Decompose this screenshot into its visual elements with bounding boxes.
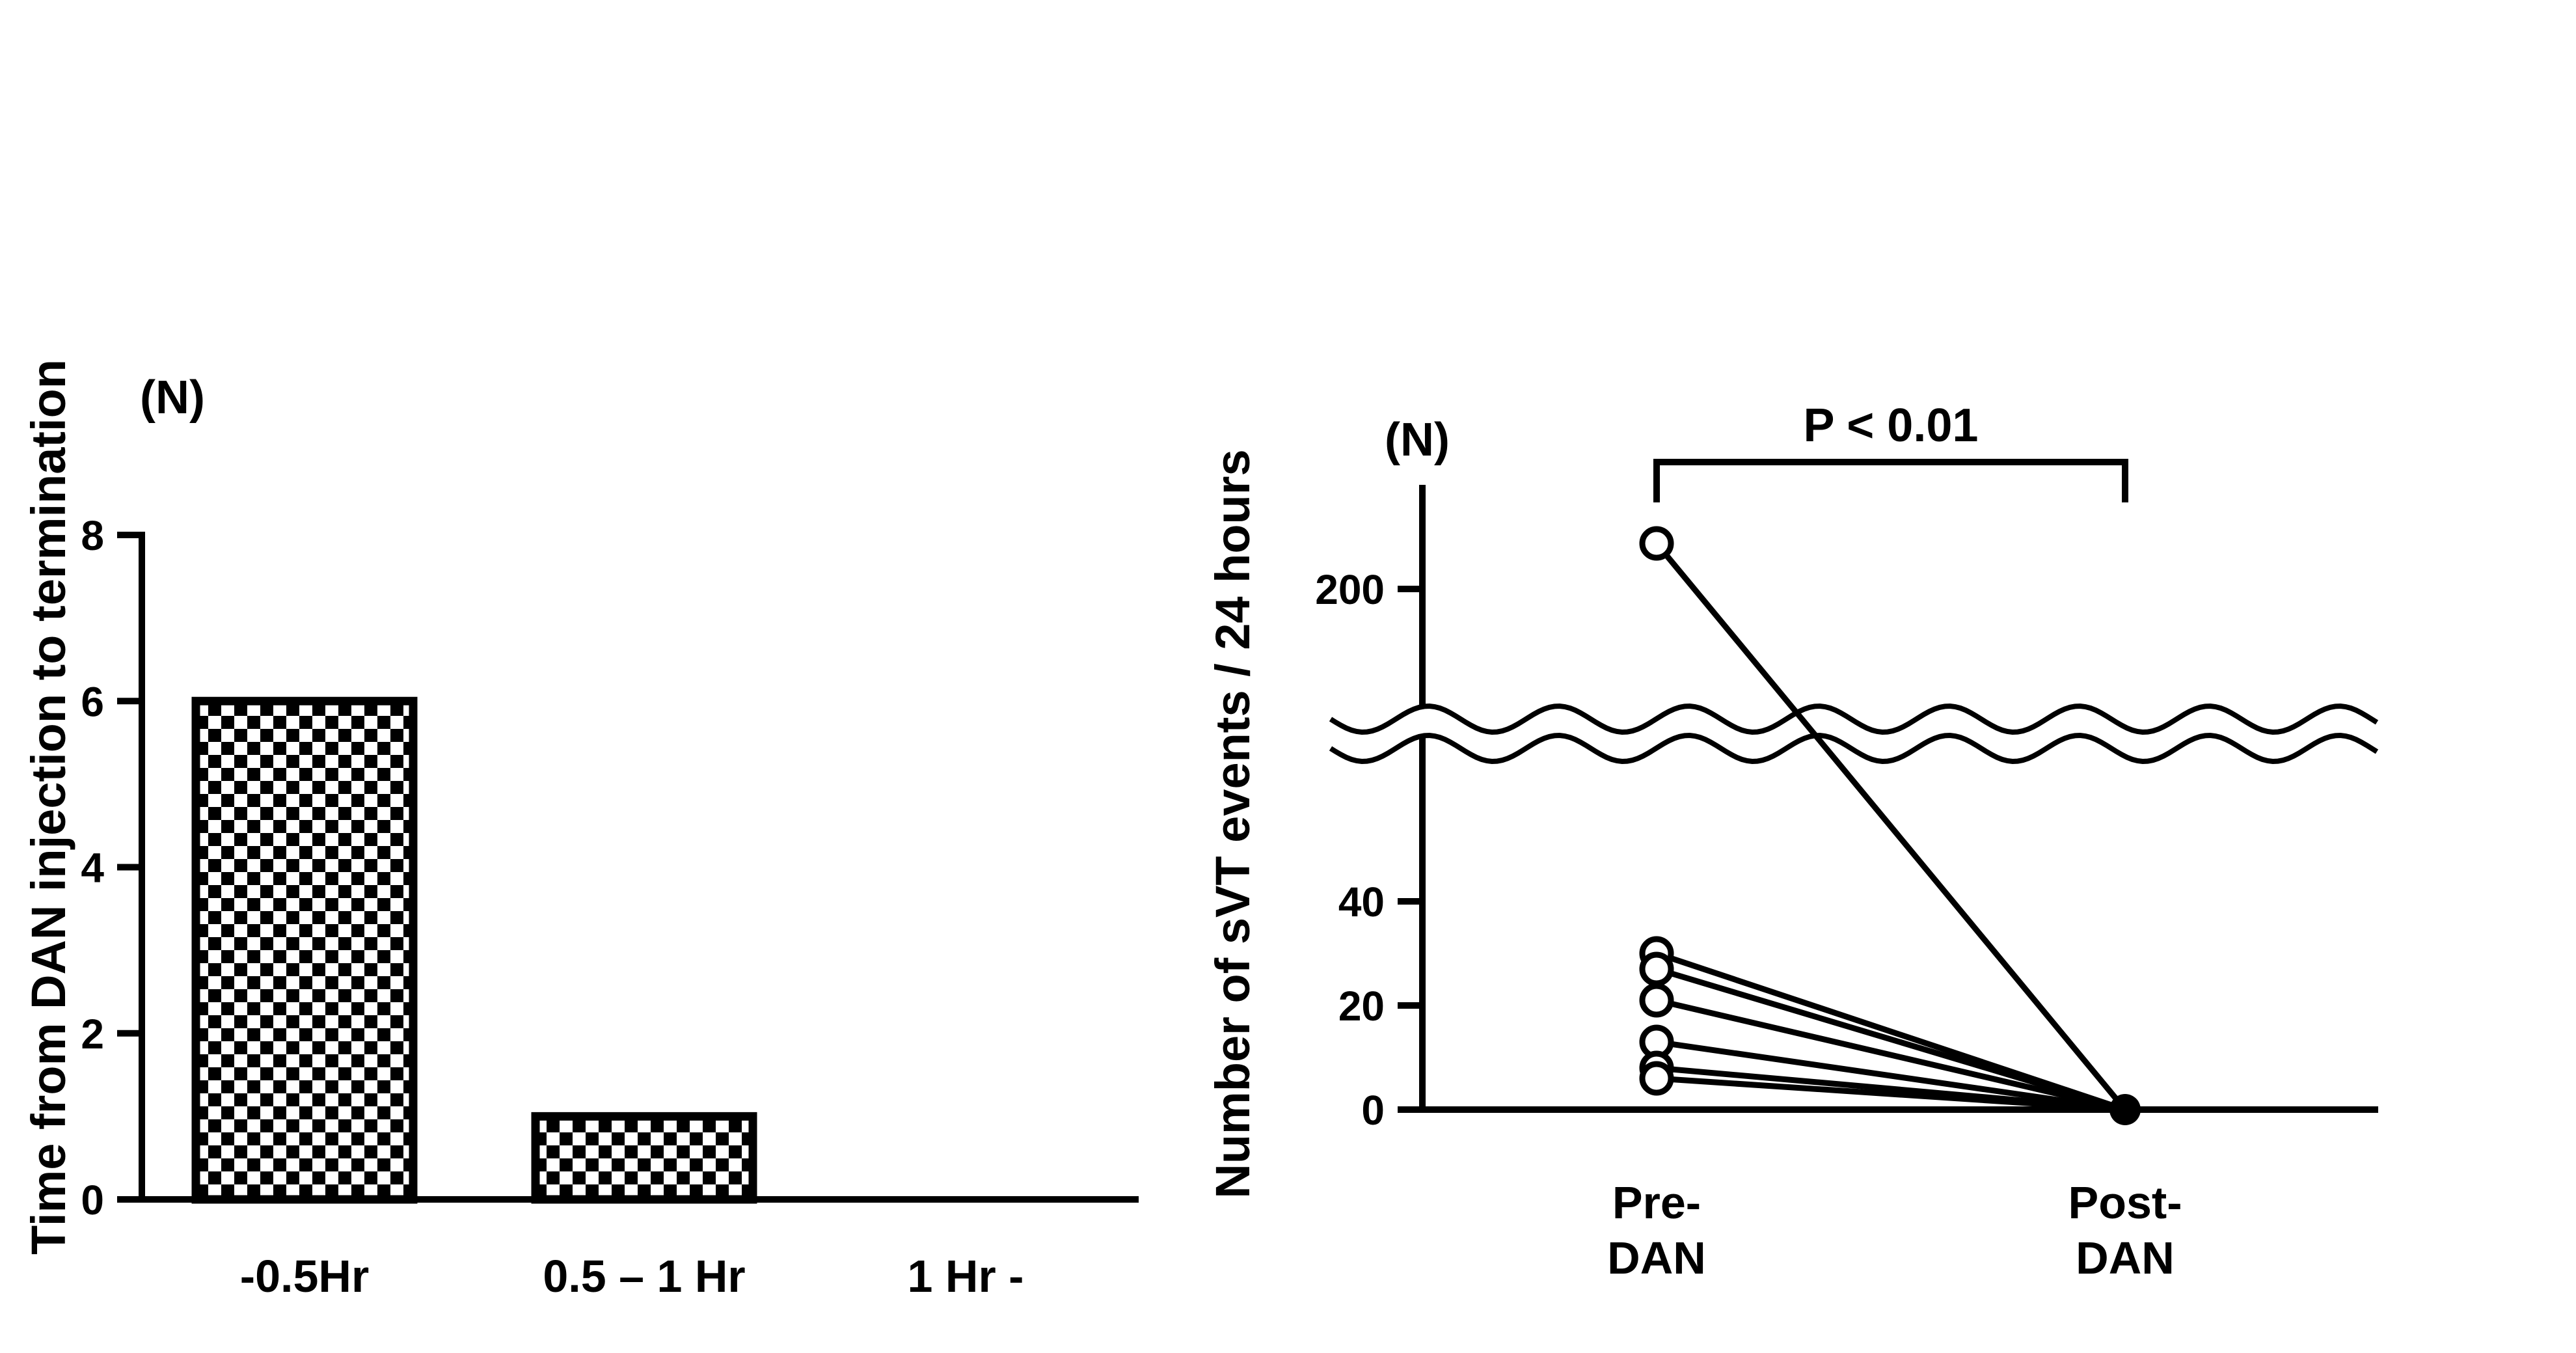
bar-category-label: 0.5 – 1 Hr [543, 1251, 745, 1302]
paired-category-label: Pre- [1612, 1177, 1701, 1228]
bar-chart: Time from DAN injection to termination (… [21, 359, 1139, 1302]
paired-y-tick-label: 20 [1338, 983, 1385, 1030]
paired-y-axis-title: Number of sVT events / 24 hours [1206, 449, 1260, 1198]
axis-break-wave-top [1329, 703, 2379, 735]
bar-y-tick-label: 8 [81, 512, 104, 559]
paired-y-tick-label: 40 [1338, 879, 1385, 925]
paired-y-tick-label: 0 [1361, 1087, 1385, 1134]
pair-line [1655, 997, 2126, 1113]
bar-y-tick-label: 4 [81, 845, 104, 892]
pair-line [1654, 541, 2128, 1112]
paired-category-label: DAN [2076, 1233, 2175, 1283]
bar-category-label: -0.5Hr [240, 1251, 369, 1302]
bar-y-tick-label: 6 [81, 678, 104, 725]
pre-marker [1639, 983, 1674, 1018]
bar [191, 696, 418, 1204]
pair-line [1656, 1075, 2126, 1113]
bar-category-label: 1 Hr - [908, 1251, 1024, 1302]
paired-chart: Number of sVT events / 24 hours (N) P < … [1206, 400, 2379, 1283]
bar-y-axis-title: Time from DAN injection to termination [21, 359, 75, 1255]
bar-y-tick-label: 2 [81, 1011, 104, 1058]
paired-y-tick-label: 200 [1315, 566, 1385, 613]
paired-unit-label: (N) [1385, 414, 1450, 466]
bar [531, 1112, 757, 1204]
paired-category-label: Post- [2068, 1177, 2182, 1228]
post-marker [2109, 1094, 2141, 1125]
bar-unit-label: (N) [140, 372, 205, 424]
paired-category-label: DAN [1607, 1233, 1706, 1283]
pair-line [1655, 966, 2126, 1113]
pair-line [1656, 1039, 2126, 1113]
pre-marker [1639, 1061, 1674, 1096]
bar-y-tick-label: 0 [81, 1177, 104, 1223]
pre-marker [1639, 526, 1674, 561]
pre-marker [1639, 951, 1674, 987]
significance-bracket [1653, 459, 2128, 502]
significance-label: P < 0.01 [1804, 400, 1979, 452]
axis-break-wave-bottom [1329, 732, 2379, 765]
bar-plot-area: 0 2 4 6 8 -0.5Hr 0.5 – 1 Hr 1 Hr - [81, 512, 1139, 1302]
